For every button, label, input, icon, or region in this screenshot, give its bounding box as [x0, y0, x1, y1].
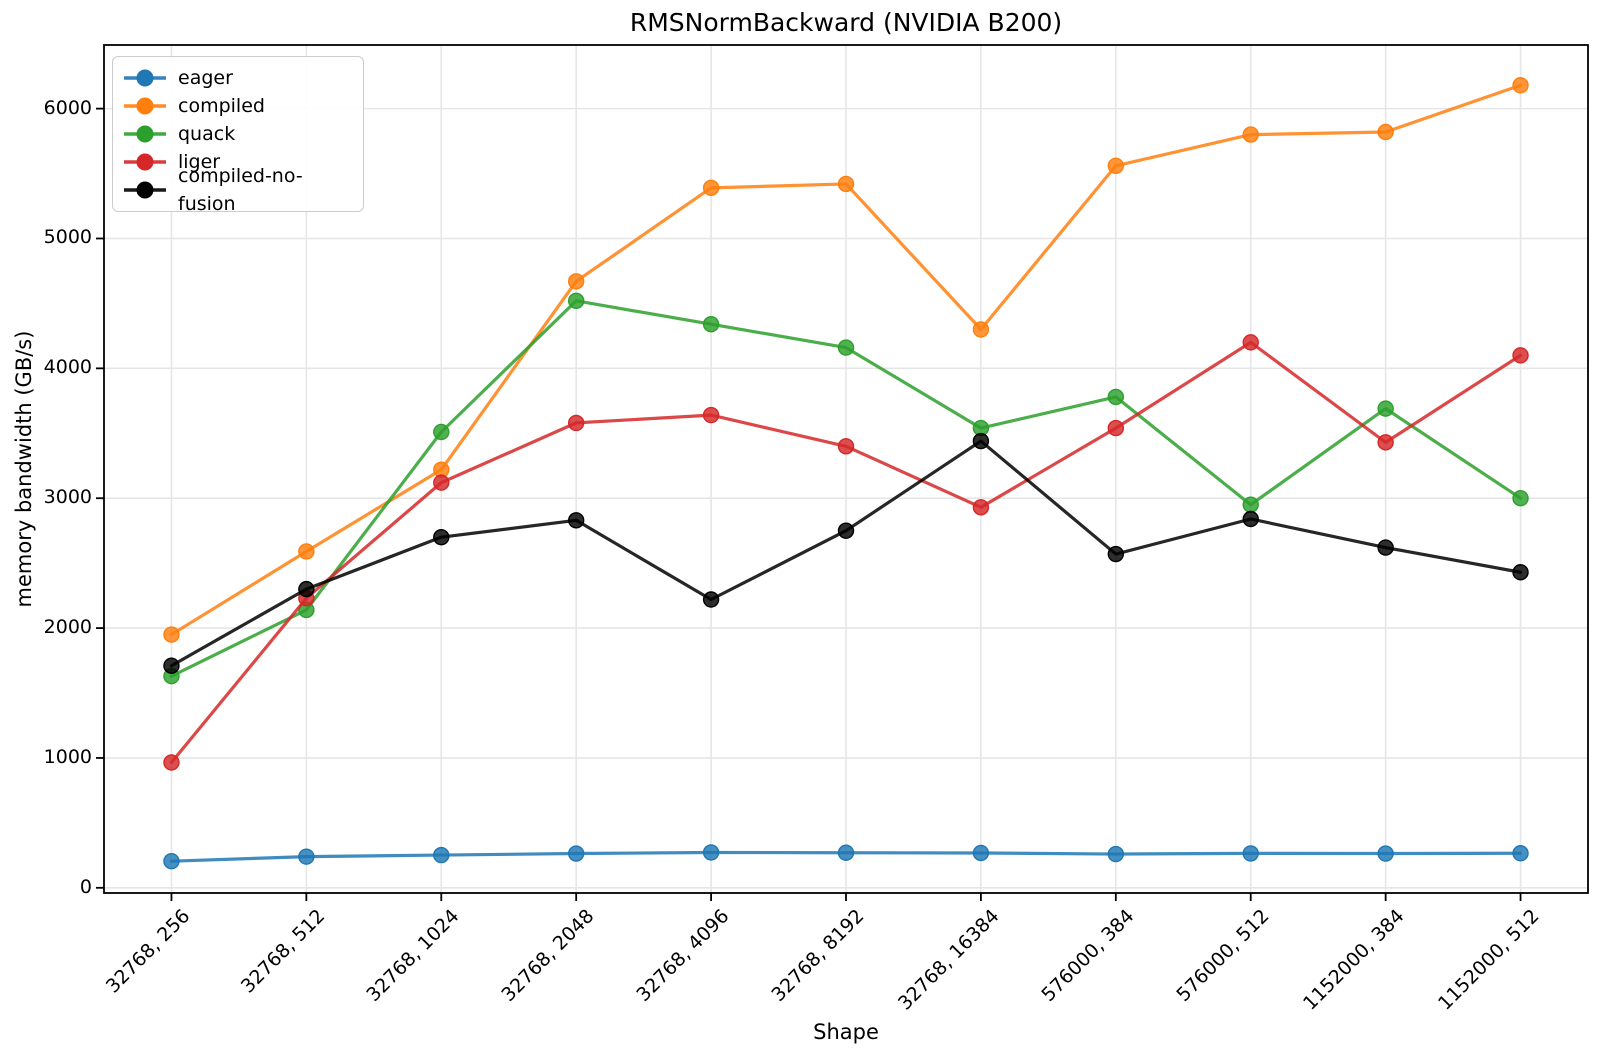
data-point-compiled-no-fusion — [1377, 539, 1394, 556]
y-tick-label: 4000 — [43, 356, 92, 379]
legend-swatch-compiled — [124, 97, 166, 115]
data-point-quack — [1242, 496, 1259, 513]
legend-swatch-compiled-no-fusion — [124, 181, 166, 199]
gridlines — [104, 45, 1588, 893]
legend-swatch-eager — [124, 69, 166, 87]
data-point-eager — [702, 844, 720, 861]
data-point-liger — [567, 414, 585, 432]
data-point-quack — [1377, 400, 1394, 417]
data-point-eager — [1512, 845, 1529, 862]
legend-label: liger — [178, 151, 221, 173]
series-compiled-no-fusion — [163, 432, 1529, 674]
legend-label: eager — [178, 67, 233, 89]
data-point-compiled — [1377, 123, 1394, 141]
data-point-compiled-no-fusion — [1512, 564, 1529, 581]
legend-item-compiled-no-fusion: compiled-no-fusion — [122, 165, 351, 215]
data-point-quack — [1512, 490, 1529, 507]
series-compiled — [163, 77, 1529, 643]
legend-label: compiled-no-fusion — [178, 165, 303, 215]
data-point-quack — [567, 292, 585, 310]
data-point-liger — [1377, 434, 1394, 451]
data-point-liger — [1512, 347, 1529, 364]
data-point-compiled — [837, 175, 855, 193]
legend-label: quack — [178, 123, 236, 145]
data-point-compiled-no-fusion — [163, 657, 180, 674]
legend-item-liger: liger — [122, 148, 351, 176]
data-point-quack — [433, 423, 450, 441]
legend-swatch-quack — [124, 125, 166, 143]
y-tick-label: 1000 — [43, 745, 92, 768]
data-point-liger — [702, 406, 720, 424]
data-point-compiled — [298, 543, 315, 560]
data-point-compiled-no-fusion — [1242, 510, 1259, 528]
data-point-compiled — [1512, 77, 1529, 94]
y-tick-label: 5000 — [43, 226, 92, 249]
data-point-liger — [837, 438, 855, 455]
data-point-liger — [1242, 334, 1259, 351]
y-axis-label: memory bandwidth (GB/s) — [12, 330, 36, 608]
series-eager — [163, 844, 1529, 870]
legend-label: compiled — [178, 95, 265, 117]
y-tick-label: 0 — [79, 875, 92, 898]
chart-title: RMSNormBackward (NVIDIA B200) — [629, 8, 1063, 37]
data-point-eager — [567, 845, 585, 862]
data-point-eager — [1242, 845, 1259, 862]
data-point-liger — [972, 499, 990, 516]
series-quack — [163, 292, 1529, 685]
data-point-quack — [1107, 388, 1125, 406]
data-point-quack — [702, 316, 720, 333]
data-point-compiled — [1107, 157, 1125, 174]
data-point-compiled-no-fusion — [567, 512, 585, 529]
tick-marks — [96, 107, 1522, 901]
y-tick-label: 3000 — [43, 486, 92, 509]
data-point-compiled-no-fusion — [702, 591, 720, 608]
data-point-compiled-no-fusion — [972, 432, 990, 450]
data-point-compiled — [972, 321, 990, 338]
legend-item-eager: eager — [122, 64, 351, 92]
data-point-eager — [298, 848, 315, 865]
data-point-liger — [163, 754, 180, 771]
legend-item-quack: quack — [122, 120, 351, 148]
legend: eager compiled quack liger compiled-no-f… — [112, 56, 364, 215]
data-point-compiled — [1242, 126, 1259, 143]
data-point-liger — [1107, 419, 1125, 437]
data-point-compiled-no-fusion — [837, 522, 855, 539]
series-liger — [163, 334, 1529, 771]
data-point-eager — [1107, 845, 1125, 863]
y-tick-label: 2000 — [43, 616, 92, 639]
legend-item-compiled: compiled — [122, 92, 351, 120]
data-point-eager — [1377, 845, 1394, 862]
data-point-liger — [433, 474, 450, 491]
data-point-quack — [837, 339, 855, 356]
y-tick-label: 6000 — [43, 96, 92, 119]
data-point-compiled — [567, 273, 585, 290]
legend-swatch-liger — [124, 153, 166, 171]
data-point-eager — [972, 844, 990, 862]
data-point-eager — [163, 852, 180, 870]
data-point-compiled-no-fusion — [433, 528, 450, 546]
data-point-eager — [837, 844, 855, 861]
data-point-compiled-no-fusion — [1107, 545, 1125, 563]
data-point-compiled — [702, 179, 720, 197]
data-point-compiled-no-fusion — [298, 580, 315, 598]
x-axis-label: Shape — [813, 1020, 879, 1044]
data-point-compiled — [163, 626, 180, 643]
data-point-eager — [433, 846, 450, 864]
